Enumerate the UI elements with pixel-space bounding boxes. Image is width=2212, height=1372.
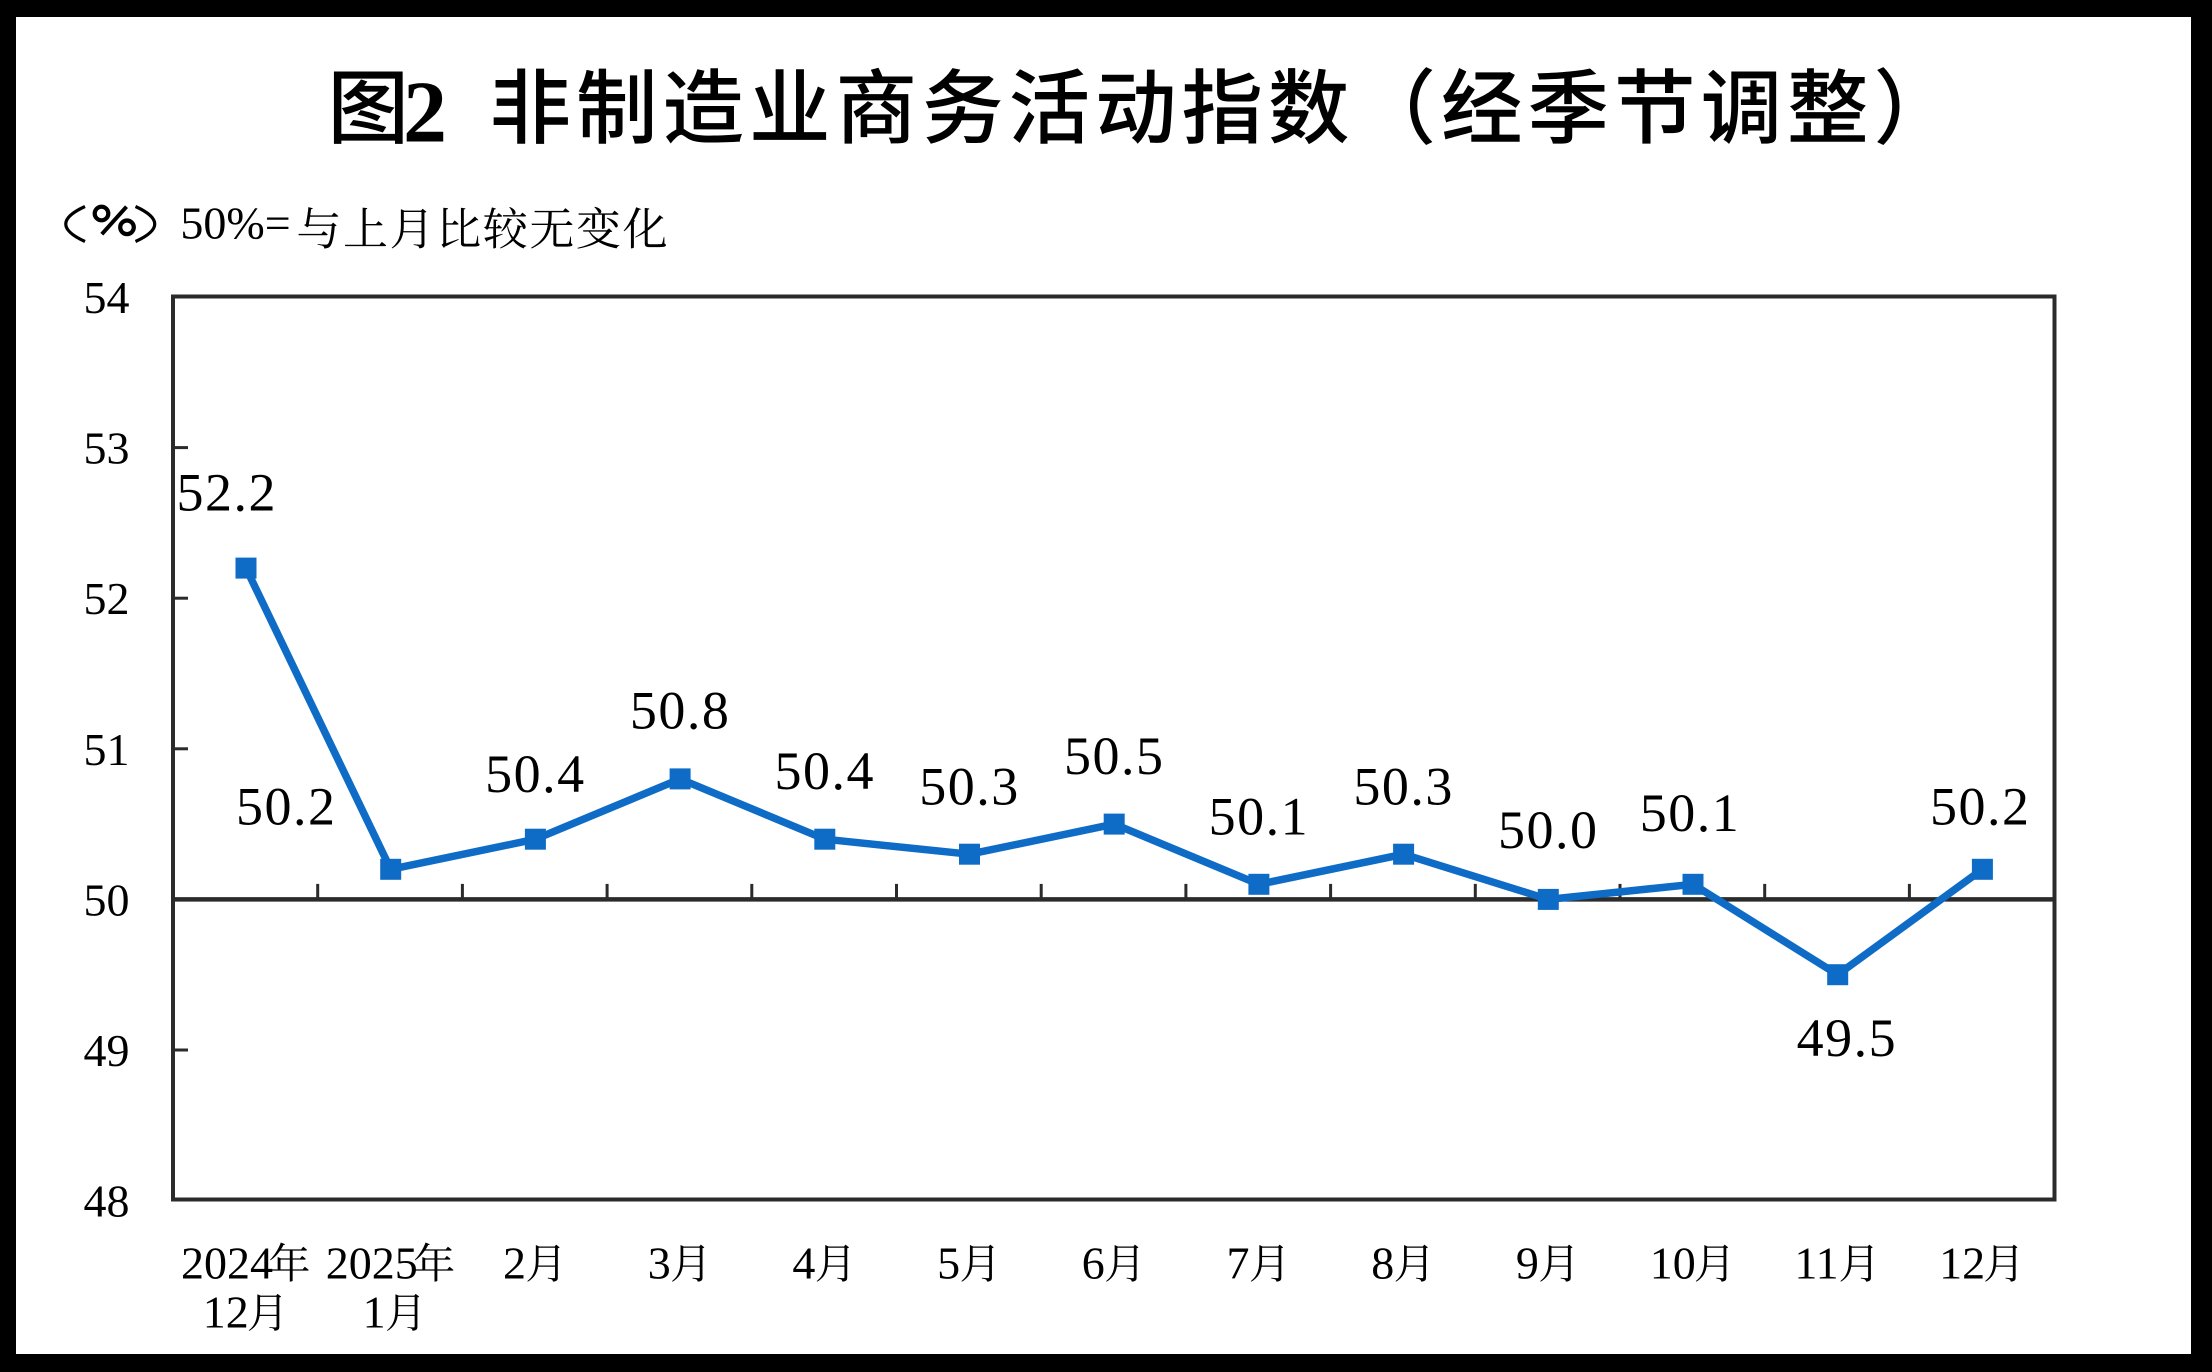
- svg-text:7: 7: [1227, 1237, 1250, 1288]
- svg-text:12: 12: [203, 1287, 249, 1338]
- svg-text:2025: 2025: [326, 1237, 418, 1288]
- svg-text:12: 12: [1939, 1237, 1985, 1288]
- svg-text:50.1: 50.1: [1640, 783, 1741, 843]
- svg-text:5: 5: [937, 1237, 960, 1288]
- svg-text:52.2: 52.2: [177, 463, 278, 523]
- svg-text:2: 2: [503, 1237, 526, 1288]
- svg-text:50: 50: [84, 874, 130, 925]
- svg-text:4: 4: [792, 1237, 815, 1288]
- svg-text:51: 51: [84, 724, 130, 775]
- svg-text:50.8: 50.8: [630, 680, 731, 740]
- svg-text:10: 10: [1650, 1237, 1696, 1288]
- svg-text:50.2: 50.2: [1930, 776, 2031, 836]
- svg-text:8: 8: [1371, 1237, 1394, 1288]
- svg-text:6: 6: [1082, 1237, 1105, 1288]
- svg-text:54: 54: [84, 272, 130, 323]
- svg-text:3: 3: [648, 1237, 671, 1288]
- svg-text:50.4: 50.4: [485, 744, 586, 804]
- svg-text:50.3: 50.3: [919, 756, 1020, 816]
- svg-text:50.4: 50.4: [775, 741, 876, 801]
- svg-text:50.2: 50.2: [236, 776, 337, 836]
- svg-text:49: 49: [84, 1025, 130, 1076]
- svg-text:9: 9: [1516, 1237, 1539, 1288]
- svg-text:52: 52: [84, 573, 130, 624]
- svg-text:53: 53: [84, 423, 130, 474]
- svg-text:50%=: 50%=: [180, 198, 290, 249]
- svg-text:1: 1: [363, 1287, 386, 1338]
- svg-text:50.3: 50.3: [1353, 756, 1454, 816]
- svg-text:11: 11: [1794, 1237, 1838, 1288]
- svg-text:50.1: 50.1: [1209, 786, 1310, 846]
- svg-text:50.5: 50.5: [1064, 726, 1165, 786]
- svg-text:2024: 2024: [181, 1237, 273, 1288]
- svg-text:49.5: 49.5: [1797, 1008, 1898, 1068]
- svg-text:48: 48: [84, 1176, 130, 1227]
- svg-text:2: 2: [403, 65, 447, 162]
- svg-text:50.0: 50.0: [1498, 800, 1599, 860]
